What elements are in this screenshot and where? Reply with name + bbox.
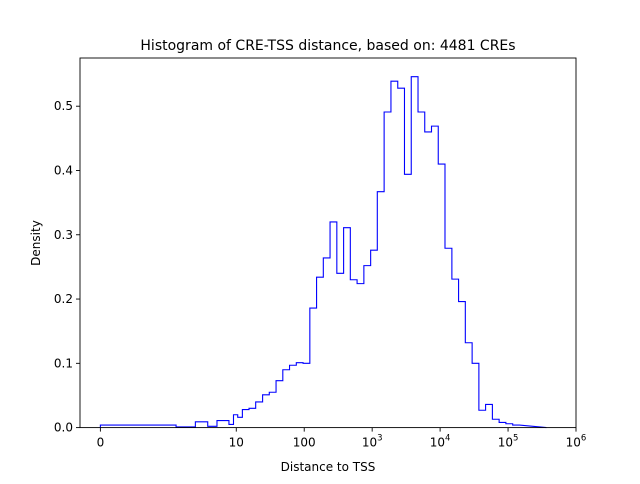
y-tick-label: 0.3 [54, 228, 73, 242]
x-tick-label: 100 [293, 436, 316, 450]
plot-frame [79, 57, 577, 429]
histogram-step-line [99, 76, 547, 429]
x-tick-label: 105 [498, 434, 519, 450]
chart-title: Histogram of CRE-TSS distance, based on:… [140, 38, 515, 54]
y-tick-label: 0.2 [54, 292, 73, 306]
y-axis-ticks: 0.0 0.1 0.2 0.3 0.4 0.5 [54, 99, 80, 435]
plot-area [80, 58, 576, 428]
x-tick-label: 106 [566, 434, 587, 450]
y-axis-label: Density [29, 220, 43, 266]
x-tick-label: 103 [362, 434, 383, 450]
x-tick-label: 10 [229, 436, 244, 450]
x-tick-label: 104 [430, 434, 451, 450]
y-tick-label: 0.0 [54, 421, 73, 435]
y-tick-label: 0.5 [54, 99, 73, 113]
x-axis-label: Distance to TSS [281, 460, 376, 474]
x-axis-ticks: 0 10 100 103 104 105 106 [97, 427, 587, 450]
x-tick-label: 0 [97, 436, 105, 450]
y-tick-label: 0.1 [54, 356, 73, 370]
y-tick-label: 0.4 [54, 163, 73, 177]
